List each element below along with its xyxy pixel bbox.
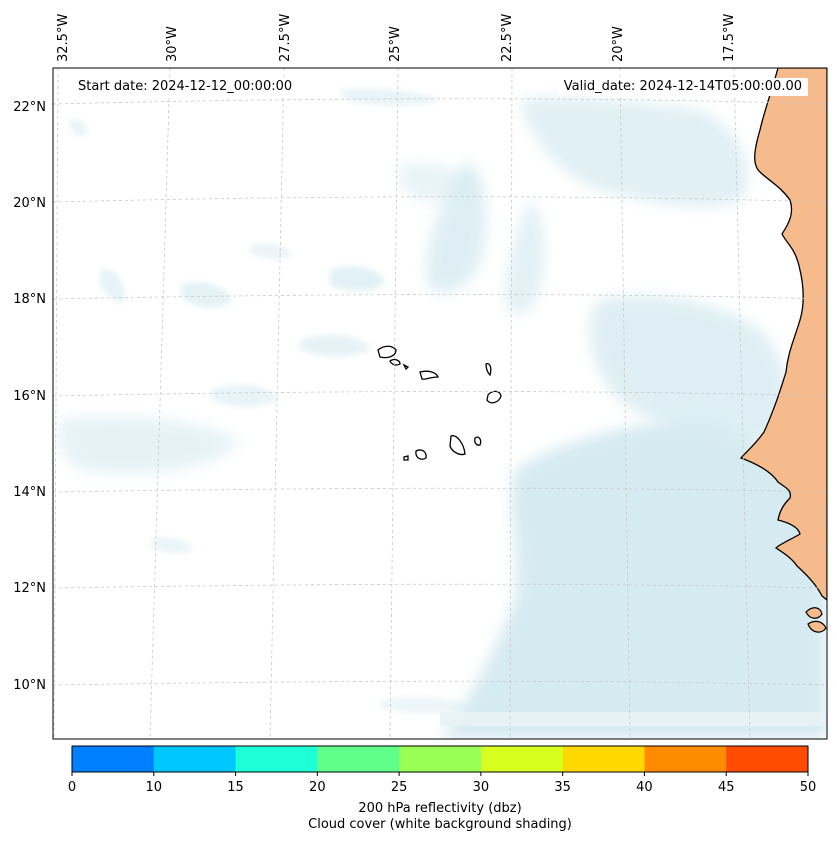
gridlines <box>53 68 827 739</box>
map-area <box>53 68 827 739</box>
lon-label: 30°W <box>165 26 180 62</box>
island-santiago <box>449 435 466 456</box>
colorbar-swatch <box>317 746 400 772</box>
lat-label: 16°N <box>13 389 46 404</box>
island-maio <box>474 436 482 446</box>
colorbar-frame <box>71 745 809 773</box>
colorbar-tick-label: 35 <box>554 780 571 795</box>
map-frame <box>52 67 828 740</box>
colorbar-tick-label: 0 <box>68 780 76 795</box>
island-santo-antao <box>377 345 397 359</box>
lon-label: 32.5°W <box>56 14 71 62</box>
colorbar-tick-label: 20 <box>309 780 326 795</box>
island-santa-luzia <box>402 363 410 371</box>
colorbar-sublabel: Cloud cover (white background shading) <box>308 817 572 832</box>
lat-label: 14°N <box>13 485 46 500</box>
colorbar-tick-label: 30 <box>473 780 490 795</box>
lon-label: 25°W <box>388 26 403 62</box>
start-date-label: Start date: 2024-12-12_00:00:00 <box>72 78 299 96</box>
colorbar-tick-label: 40 <box>636 780 653 795</box>
colorbar-swatch <box>644 746 727 772</box>
colorbar-label: 200 hPa reflectivity (dbz) <box>358 801 522 816</box>
colorbar-ticks: 0 10 15 20 25 30 35 40 45 50 <box>68 772 816 795</box>
lat-label: 22°N <box>13 100 46 115</box>
lon-label: 27.5°W <box>278 14 293 62</box>
lat-label: 10°N <box>13 678 46 693</box>
island-sao-nicolau <box>419 370 439 380</box>
lon-label: 22.5°W <box>500 14 515 62</box>
cloud-cover-shading <box>58 88 827 739</box>
island-fogo <box>415 449 427 460</box>
colorbar-tick-label: 45 <box>718 780 735 795</box>
lat-label: 12°N <box>13 581 46 596</box>
colorbar-swatches <box>72 746 809 772</box>
colorbar-swatch <box>235 746 318 772</box>
colorbar-swatch <box>480 746 564 772</box>
lon-label: 17.5°W <box>722 14 737 62</box>
island-sao-vicente <box>389 358 401 366</box>
cape-verde-islands <box>377 345 502 461</box>
lat-label: 18°N <box>13 292 46 307</box>
colorbar-swatch <box>399 746 482 772</box>
colorbar-tick-label: 15 <box>227 780 244 795</box>
colorbar-swatch <box>726 746 809 772</box>
colorbar-swatch <box>72 746 155 772</box>
colorbar-tick-label: 25 <box>391 780 408 795</box>
colorbar-swatch <box>562 746 645 772</box>
island-sal <box>485 362 492 377</box>
valid-date-label: Valid_date: 2024-12-14T05:00:00.00 <box>557 78 808 96</box>
colorbar-tick-label: 50 <box>800 780 817 795</box>
lat-label: 20°N <box>13 196 46 211</box>
longitude-labels: 32.5°W 30°W 27.5°W 25°W 22.5°W 20°W 17.5… <box>56 14 737 62</box>
colorbar-tick-label: 10 <box>146 780 163 795</box>
island-brava <box>403 455 409 461</box>
colorbar: 0 10 15 20 25 30 35 40 45 50 <box>68 745 816 795</box>
lon-label: 20°W <box>611 26 626 62</box>
colorbar-swatch <box>153 746 237 772</box>
latitude-labels: 22°N 20°N 18°N 16°N 14°N 12°N 10°N <box>13 100 46 693</box>
